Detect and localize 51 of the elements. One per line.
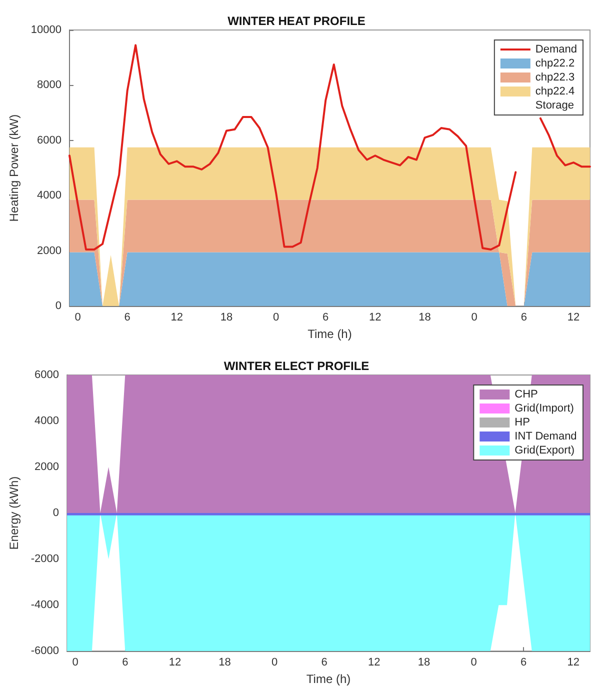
x-axis-title: Time (h) <box>308 327 352 341</box>
legend-label: HP <box>514 416 530 428</box>
y-tick-label: 0 <box>52 507 60 520</box>
y-tick-label: -6000 <box>30 645 60 658</box>
legend-label: chp22.4 <box>535 86 575 98</box>
x-tick-label: 18 <box>220 312 233 324</box>
x-tick-label: 6 <box>520 312 527 324</box>
x-tick-label: 0 <box>470 656 477 669</box>
y-tick-label: -2000 <box>30 553 60 566</box>
legend-label: Grid(Export) <box>514 444 575 456</box>
y-tick-label: 8000 <box>37 79 62 92</box>
y-tick-label: 4000 <box>34 415 60 428</box>
legend-label: Demand <box>535 44 577 56</box>
x-tick-label: 12 <box>170 312 184 324</box>
x-tick-label: 12 <box>369 312 382 324</box>
y-tick-label: 4000 <box>37 190 62 202</box>
x-tick-label: 6 <box>321 656 328 669</box>
legend-label: Grid(Import) <box>514 402 574 414</box>
legend-label: chp22.3 <box>535 72 575 84</box>
x-tick-label: 12 <box>567 312 580 324</box>
y-tick-label: 0 <box>55 300 62 312</box>
y-tick-label: 2000 <box>34 461 60 474</box>
chart-title: WINTER HEAT PROFILE <box>228 14 366 28</box>
y-tick-label: -4000 <box>30 599 60 612</box>
legend-label: chp22.2 <box>535 58 575 70</box>
x-tick-label: 0 <box>471 312 478 324</box>
x-tick-label: 0 <box>272 656 278 669</box>
chart-title: WINTER ELECT PROFILE <box>224 359 370 373</box>
x-tick-label: 12 <box>368 656 380 669</box>
y-tick-label: 2000 <box>37 244 62 257</box>
y-tick-label: 6000 <box>34 369 60 381</box>
x-tick-label: 6 <box>322 312 329 324</box>
y-axis-title: Energy (kWh) <box>7 476 21 550</box>
y-axis-title: Heating Power (kW) <box>7 114 21 222</box>
x-tick-label: 18 <box>418 656 430 669</box>
y-tick-label: 10000 <box>30 24 62 36</box>
legend-label: CHP <box>514 388 538 400</box>
y-tick-label: 6000 <box>37 134 62 146</box>
x-tick-label: 6 <box>122 656 128 669</box>
legend-label: INT Demand <box>514 430 577 442</box>
x-tick-label: 12 <box>168 656 182 669</box>
x-tick-label: 6 <box>520 656 527 669</box>
x-axis-title: Time (h) <box>306 672 351 686</box>
x-tick-label: 0 <box>72 656 78 669</box>
x-tick-label: 12 <box>567 656 580 669</box>
x-tick-label: 18 <box>418 312 431 324</box>
x-tick-label: 18 <box>218 656 231 669</box>
x-tick-label: 0 <box>272 312 280 324</box>
x-tick-label: 6 <box>124 312 130 324</box>
x-tick-label: 0 <box>74 312 81 324</box>
text: Storage <box>535 100 574 112</box>
